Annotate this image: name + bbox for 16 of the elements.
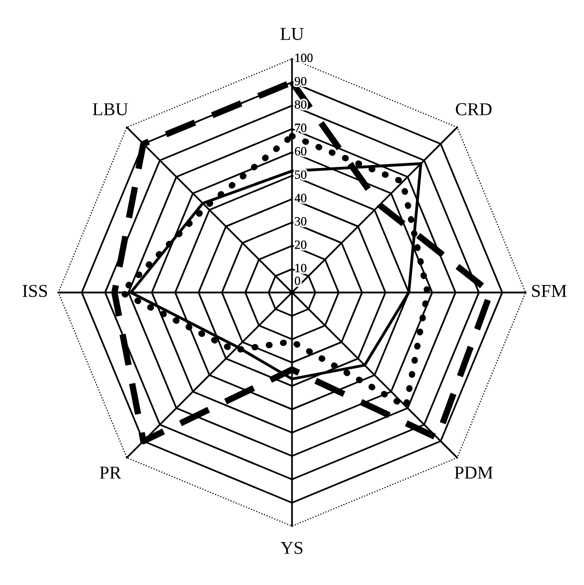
y-tick-label: 90: [294, 76, 306, 86]
spoke-label: CRD: [456, 103, 492, 116]
spoke-label: ISS: [22, 284, 47, 298]
y-tick-label: 40: [294, 194, 306, 202]
spoke-label: LU: [280, 28, 304, 40]
y-tick-label: 0: [294, 276, 300, 286]
spoke-label: PDM: [454, 466, 493, 479]
spoke-label: PR: [100, 466, 122, 479]
y-tick-label: 100: [295, 54, 313, 62]
y-tick-label: 10: [295, 264, 306, 272]
spoke-label: LBU: [92, 103, 128, 116]
y-tick-label: 60: [294, 147, 306, 156]
spoke-label: SFM: [532, 284, 566, 298]
spoke-label: YS: [280, 542, 302, 554]
y-tick-label: 70: [295, 124, 306, 132]
y-tick-label: 30: [294, 217, 306, 226]
